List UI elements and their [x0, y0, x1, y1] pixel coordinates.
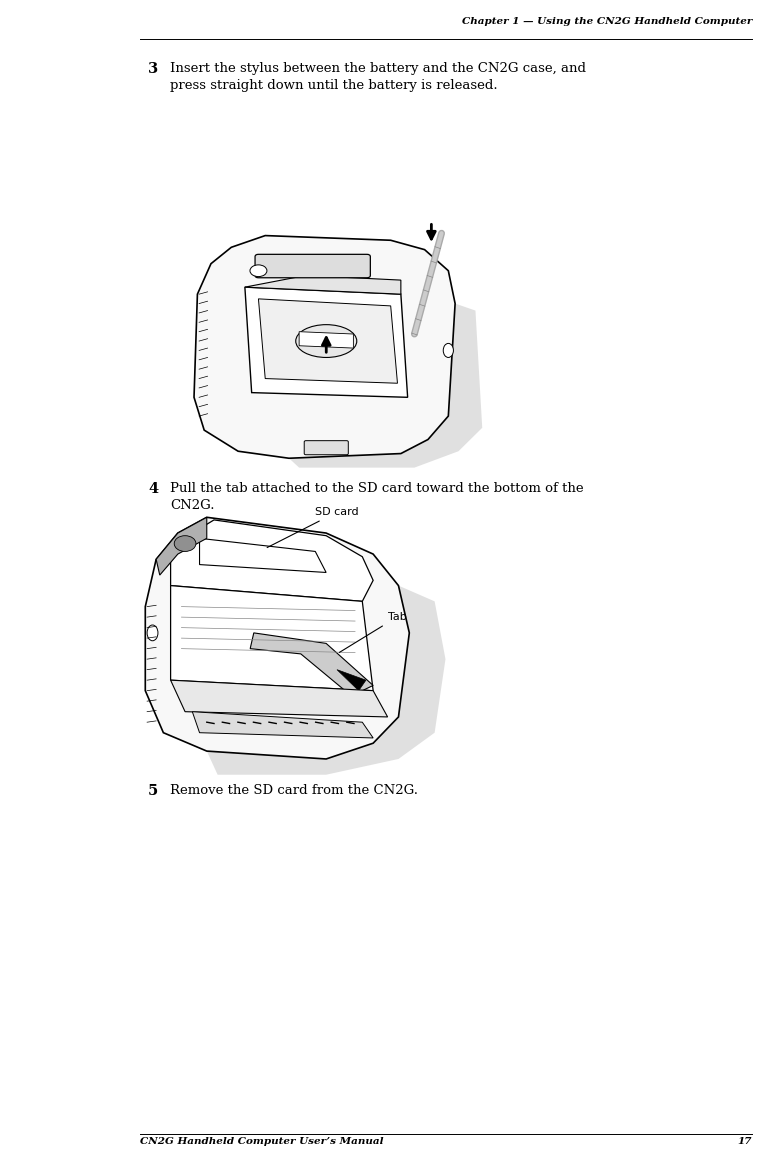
Polygon shape [156, 517, 207, 575]
Polygon shape [194, 236, 455, 458]
Ellipse shape [296, 325, 357, 357]
Circle shape [174, 536, 196, 552]
Text: Remove the SD card from the CN2G.: Remove the SD card from the CN2G. [170, 784, 418, 797]
Polygon shape [245, 287, 408, 397]
Text: 4: 4 [148, 482, 158, 496]
Polygon shape [200, 538, 326, 572]
Polygon shape [170, 680, 388, 717]
Polygon shape [170, 520, 373, 601]
Polygon shape [250, 633, 373, 696]
Text: Pull the tab attached to the SD card toward the bottom of the
CN2G.: Pull the tab attached to the SD card tow… [170, 482, 584, 512]
Polygon shape [207, 586, 446, 775]
Circle shape [250, 265, 267, 277]
FancyBboxPatch shape [255, 254, 370, 278]
Text: SD card: SD card [267, 507, 359, 547]
Ellipse shape [147, 625, 158, 641]
Polygon shape [245, 275, 401, 294]
Polygon shape [146, 517, 409, 759]
Polygon shape [259, 299, 398, 383]
Polygon shape [170, 586, 373, 690]
Text: Insert the stylus between the battery and the CN2G case, and
press straight down: Insert the stylus between the battery an… [170, 62, 586, 91]
Text: CN2G Handheld Computer User’s Manual: CN2G Handheld Computer User’s Manual [140, 1137, 384, 1146]
Text: 3: 3 [148, 62, 158, 76]
Polygon shape [299, 332, 354, 348]
Polygon shape [289, 304, 482, 468]
Ellipse shape [444, 343, 454, 357]
Polygon shape [337, 669, 366, 690]
Text: Tab: Tab [339, 612, 406, 653]
Polygon shape [192, 711, 373, 738]
Text: 17: 17 [738, 1137, 752, 1146]
Text: Chapter 1 — Using the CN2G Handheld Computer: Chapter 1 — Using the CN2G Handheld Comp… [461, 18, 752, 26]
FancyBboxPatch shape [304, 441, 348, 455]
Text: 5: 5 [148, 784, 158, 798]
